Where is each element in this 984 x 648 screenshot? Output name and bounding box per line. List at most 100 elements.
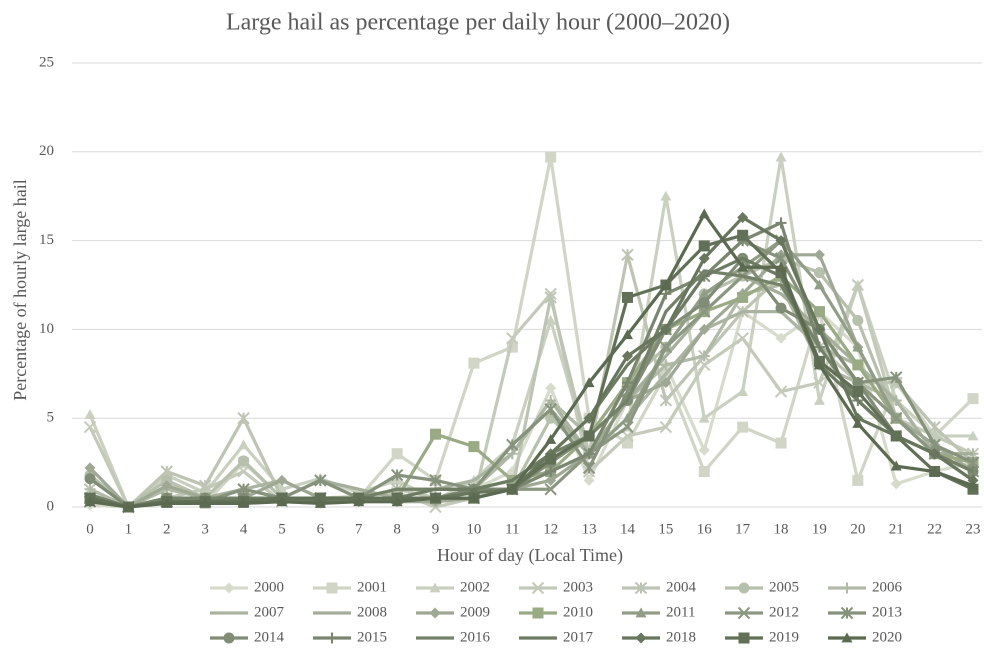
marker: [238, 455, 250, 467]
chart-title: Large hail as percentage per daily hour …: [226, 10, 730, 36]
marker: [583, 430, 595, 442]
x-tick-label: 8: [393, 521, 401, 537]
marker: [545, 465, 557, 477]
marker: [813, 359, 825, 370]
x-tick-label: 20: [850, 521, 865, 537]
legend-marker: [635, 607, 647, 618]
legend-marker: [326, 632, 338, 644]
x-tick-label: 16: [697, 521, 713, 537]
y-tick-label: 0: [47, 498, 55, 514]
x-tick-label: 0: [86, 521, 94, 537]
marker: [890, 411, 903, 425]
marker: [621, 377, 633, 389]
legend-item: 2014: [210, 629, 285, 645]
marker: [698, 444, 710, 456]
marker: [161, 497, 173, 508]
legend-marker: [841, 632, 853, 643]
legend-item: 2012: [725, 604, 799, 620]
marker: [659, 420, 673, 434]
marker: [84, 462, 96, 474]
series-line: [89, 233, 974, 509]
marker: [928, 420, 941, 434]
marker: [852, 474, 864, 486]
x-tick-label: 18: [774, 521, 789, 537]
marker: [698, 297, 710, 309]
legend-item: 2019: [725, 629, 799, 645]
marker: [852, 359, 864, 371]
legend-label: 2018: [666, 629, 696, 645]
marker: [621, 437, 633, 449]
marker: [621, 248, 634, 262]
marker: [391, 448, 403, 460]
marker: [890, 460, 902, 471]
legend-item: 2004: [622, 579, 697, 595]
marker: [659, 394, 673, 407]
x-tick-label: 4: [240, 521, 248, 537]
legend-item: 2002: [416, 579, 490, 595]
marker: [775, 235, 787, 247]
marker: [851, 278, 865, 292]
y-tick-label: 5: [47, 410, 55, 426]
marker: [736, 332, 749, 345]
marker: [544, 403, 557, 416]
x-tick-label: 23: [966, 521, 981, 537]
marker: [468, 441, 480, 453]
legend-marker: [429, 582, 441, 593]
series-line: [88, 155, 973, 509]
series-line: [88, 256, 974, 509]
marker: [390, 468, 404, 482]
legend-label: 2015: [357, 629, 387, 645]
marker: [545, 474, 557, 486]
legend-label: 2008: [357, 604, 387, 620]
marker: [621, 429, 634, 443]
legend-label: 2009: [460, 604, 490, 620]
marker: [660, 190, 672, 201]
marker: [545, 382, 557, 394]
legend-label: 2002: [460, 579, 490, 595]
legend-item: 2016: [416, 629, 491, 645]
legend-item: 2010: [519, 604, 593, 620]
marker: [852, 341, 864, 352]
marker: [583, 448, 595, 460]
x-tick-label: 13: [582, 521, 597, 537]
marker: [698, 305, 711, 318]
legend-label: 2014: [254, 629, 285, 645]
series-line: [89, 253, 975, 509]
marker: [238, 439, 250, 450]
legend-item: 2011: [622, 604, 695, 620]
x-tick-label: 7: [355, 521, 363, 537]
marker: [737, 386, 749, 396]
marker: [237, 465, 250, 478]
legend-marker: [532, 607, 544, 619]
marker: [83, 420, 97, 434]
marker: [698, 323, 710, 335]
marker: [660, 359, 672, 371]
marker: [775, 217, 787, 229]
legend-item: 2000: [210, 579, 284, 595]
marker: [890, 371, 903, 384]
marker: [198, 479, 212, 492]
marker: [813, 279, 825, 290]
marker: [852, 377, 864, 389]
x-tick-label: 17: [735, 521, 751, 537]
legend-marker: [635, 632, 647, 644]
marker: [621, 291, 633, 303]
marker: [161, 480, 173, 492]
marker: [698, 412, 710, 423]
marker: [468, 357, 480, 369]
x-tick-label: 9: [432, 521, 440, 537]
marker: [737, 229, 749, 241]
x-tick-label: 19: [812, 521, 827, 537]
legend-label: 2020: [872, 629, 902, 645]
x-tick-label: 15: [658, 521, 673, 537]
series-line: [89, 212, 974, 509]
legend-label: 2004: [666, 579, 697, 595]
x-tick-label: 21: [889, 521, 904, 537]
marker: [122, 501, 134, 512]
marker: [276, 474, 288, 486]
x-axis-label: Hour of day (Local Time): [437, 545, 623, 566]
legend-marker: [223, 582, 235, 594]
legend-marker: [738, 632, 750, 644]
marker: [775, 437, 787, 449]
